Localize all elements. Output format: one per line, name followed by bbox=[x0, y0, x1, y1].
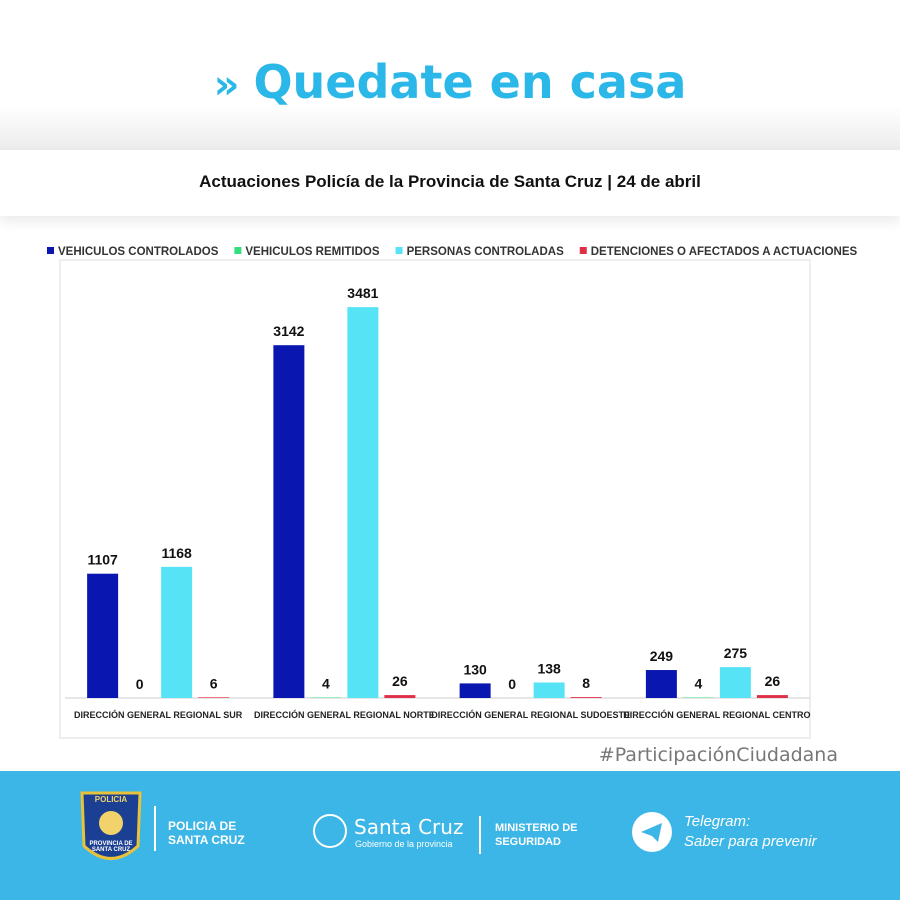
badge-text: POLICIA bbox=[94, 795, 128, 804]
legend-label: PERSONAS CONTROLADAS bbox=[407, 246, 565, 258]
chart: VEHICULOS CONTROLADOS VEHICULOS REMITIDOS… bbox=[47, 246, 858, 739]
value-label: 0 bbox=[136, 676, 144, 692]
value-label: 4 bbox=[694, 676, 702, 692]
badge-text: PROVINCIA DE SANTA CRUZ bbox=[89, 841, 133, 853]
telegram-label: Telegram: bbox=[684, 813, 751, 830]
badge-emblem bbox=[99, 811, 123, 835]
bar bbox=[570, 697, 602, 698]
subtitle-band bbox=[0, 150, 900, 216]
value-label: 1168 bbox=[161, 545, 192, 561]
value-label: 8 bbox=[582, 675, 590, 691]
chevron-icon: » bbox=[213, 62, 240, 108]
x-tick-label: DIRECCIÓN GENERAL REGIONAL CENTRO bbox=[623, 709, 810, 720]
bar bbox=[459, 683, 491, 698]
title-text: Quedate en casa bbox=[253, 55, 687, 109]
province-seal bbox=[313, 814, 347, 848]
value-label: 138 bbox=[537, 661, 561, 677]
bar bbox=[645, 670, 677, 698]
value-label: 26 bbox=[392, 673, 408, 689]
telegram-slogan: Saber para prevenir bbox=[684, 833, 817, 850]
plot-frame bbox=[59, 259, 811, 739]
police-name: POLICIA DE SANTA CRUZ bbox=[168, 819, 245, 847]
legend-label: VEHICULOS CONTROLADOS bbox=[58, 246, 219, 258]
bar bbox=[384, 695, 416, 698]
ministry: MINISTERIO DE SEGURIDAD bbox=[495, 822, 578, 848]
bar bbox=[719, 667, 751, 698]
telegram-plane bbox=[641, 823, 662, 842]
value-label: 249 bbox=[650, 648, 674, 664]
header-bg bbox=[0, 0, 900, 150]
bar bbox=[273, 345, 305, 698]
legend-swatch bbox=[579, 247, 587, 254]
province-sub: Gobierno de la provincia bbox=[355, 839, 453, 849]
x-tick-label: DIRECCIÓN GENERAL REGIONAL SUDOESTE bbox=[431, 709, 630, 720]
legend-swatch bbox=[395, 247, 403, 254]
value-label: 0 bbox=[508, 676, 516, 692]
value-label: 3142 bbox=[273, 323, 304, 339]
subtitle: Actuaciones Policía de la Provincia de S… bbox=[199, 172, 701, 191]
legend-swatch bbox=[47, 247, 54, 254]
value-label: 4 bbox=[322, 676, 330, 692]
value-label: 26 bbox=[765, 673, 781, 689]
legend-label: DETENCIONES O AFECTADOS A ACTUACIONES bbox=[591, 246, 858, 258]
bar bbox=[347, 307, 379, 698]
footer-icons bbox=[80, 791, 672, 860]
legend-swatch bbox=[234, 247, 242, 254]
value-label: 275 bbox=[724, 645, 748, 661]
legend-label: VEHICULOS REMITIDOS bbox=[245, 246, 380, 258]
bar bbox=[756, 695, 788, 698]
value-label: 1107 bbox=[87, 552, 118, 568]
bar bbox=[161, 566, 193, 698]
title: » Quedate en casa bbox=[0, 55, 900, 109]
bar bbox=[198, 697, 230, 698]
x-tick-label: DIRECCIÓN GENERAL REGIONAL NORTE bbox=[254, 709, 435, 720]
bar bbox=[87, 573, 119, 698]
hashtag: #ParticipaciónCiudadana bbox=[598, 744, 838, 766]
footer: POLICIA PROVINCIA DE SANTA CRUZ POLICIA … bbox=[0, 771, 900, 900]
province-name: Santa Cruz bbox=[354, 815, 464, 839]
value-label: 6 bbox=[210, 675, 218, 691]
value-label: 3481 bbox=[347, 285, 378, 301]
bar bbox=[533, 682, 565, 698]
x-tick-label: DIRECCIÓN GENERAL REGIONAL SUR bbox=[74, 709, 243, 720]
value-label: 130 bbox=[463, 661, 487, 677]
